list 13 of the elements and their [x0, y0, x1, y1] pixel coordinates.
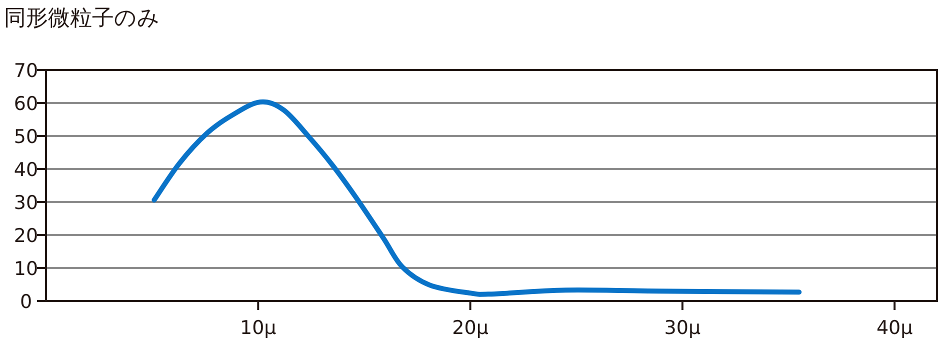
x-tick-label: 40μ: [876, 317, 913, 339]
y-tick-label: 40: [14, 159, 38, 181]
x-tick-label: 30μ: [664, 317, 701, 339]
y-tick-label: 60: [14, 93, 38, 115]
y-tick-label: 10: [14, 258, 38, 280]
title: 同形微粒子のみ: [4, 6, 160, 31]
y-tick-label: 70: [14, 60, 38, 82]
y-tick-label: 0: [20, 291, 32, 313]
y-tick-label: 50: [14, 126, 38, 148]
y-tick-label: 30: [14, 192, 38, 214]
y-tick-label: 20: [14, 225, 38, 247]
x-tick-label: 20μ: [452, 317, 488, 339]
x-tick-label: 10μ: [240, 317, 276, 339]
